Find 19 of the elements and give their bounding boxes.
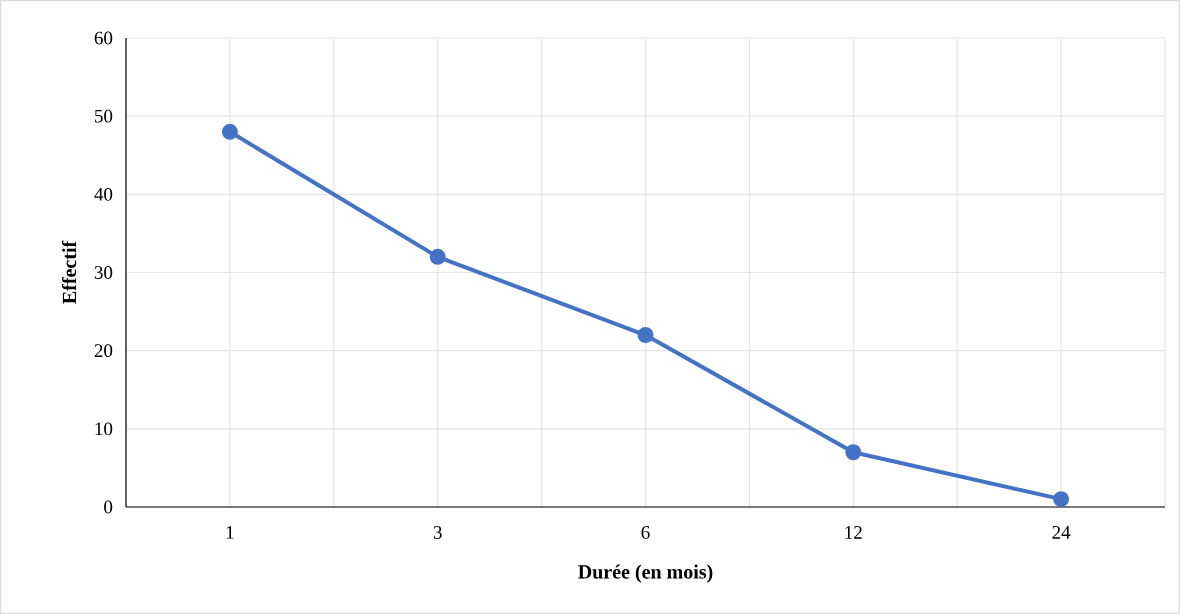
y-tick-label: 40 xyxy=(94,187,113,201)
point xyxy=(221,123,238,140)
x-tick-label: 3 xyxy=(433,526,442,539)
x-tick-label: 12 xyxy=(845,526,862,539)
x-tick-label: 1 xyxy=(226,526,234,539)
y-tick-label: 60 xyxy=(94,31,113,45)
y-tick-label: 30 xyxy=(94,266,113,279)
x-tick-label: 6 xyxy=(641,526,650,539)
point xyxy=(637,327,654,344)
y-tick-label: 20 xyxy=(94,344,113,358)
point xyxy=(429,248,446,265)
y-tick-label: 50 xyxy=(95,109,113,123)
point xyxy=(845,444,862,461)
point xyxy=(1053,491,1070,508)
y-tick-label: 0 xyxy=(104,500,113,514)
y-tick-label: 10 xyxy=(95,422,113,436)
x-axis-title: Durée (en mois) xyxy=(578,564,713,583)
x-tick-label: 24 xyxy=(1052,526,1071,539)
y-axis-title: Effectif xyxy=(61,240,77,304)
